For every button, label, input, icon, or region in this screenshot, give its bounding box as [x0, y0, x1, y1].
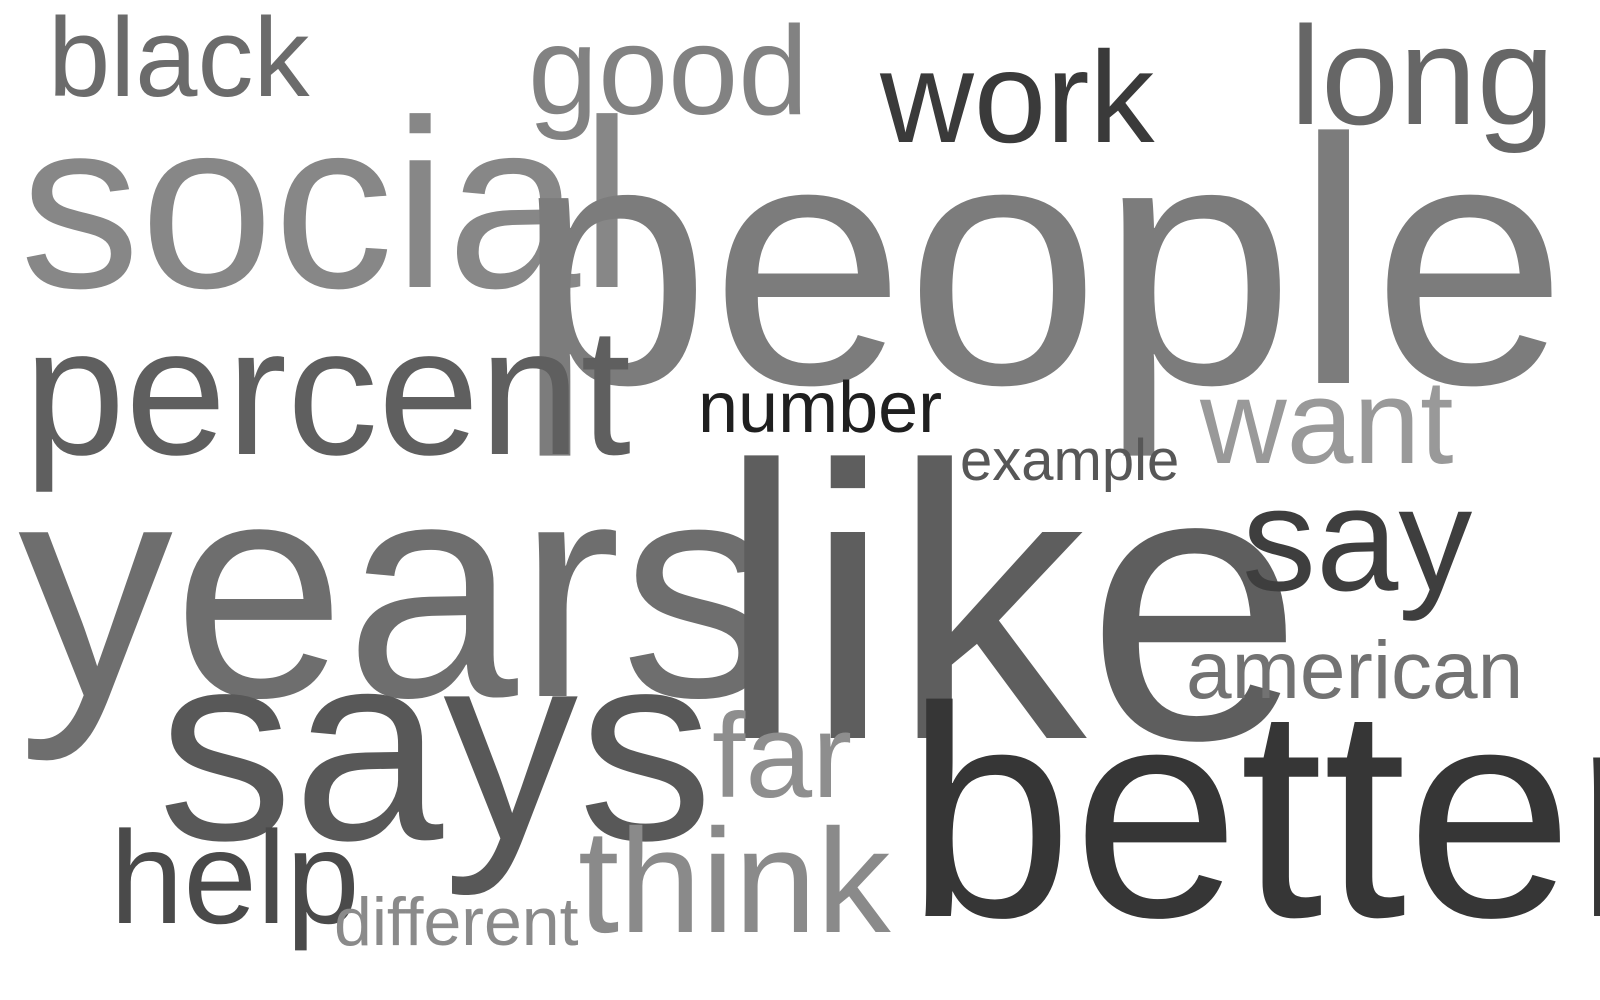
word-like: like [718, 385, 1304, 821]
word-american: american [1186, 625, 1524, 716]
word-black: black [48, 0, 310, 120]
word-number: number [698, 368, 943, 448]
word-far: far [712, 689, 853, 823]
word-want: want [1200, 355, 1454, 489]
word-percent: percent [24, 289, 632, 493]
word-example: example [960, 428, 1180, 493]
word-people: people [516, 67, 1568, 458]
word-help: help [110, 804, 360, 951]
word-long: long [1290, 0, 1555, 154]
word-better: better [906, 644, 1600, 980]
word-say: say [1242, 457, 1473, 622]
word-different: different [334, 884, 579, 960]
word-social: social [20, 70, 634, 338]
word-work: work [880, 24, 1155, 170]
word-years: years [18, 415, 777, 762]
word-says: says [158, 596, 714, 897]
word-think: think [578, 799, 891, 964]
word-good: good [528, 0, 809, 141]
